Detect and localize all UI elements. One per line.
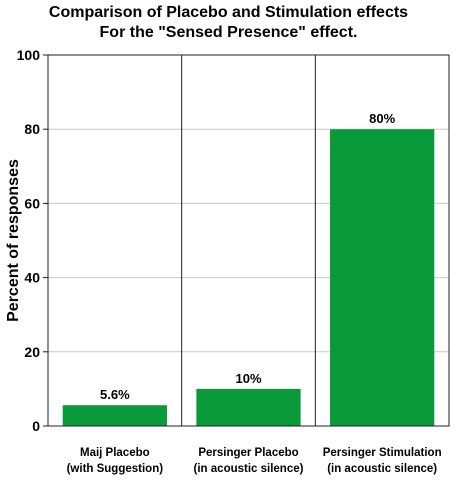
bar [62, 405, 167, 426]
x-category-label: (in acoustic silence) [327, 463, 437, 475]
x-category-label: (in acoustic silence) [194, 463, 304, 475]
y-tick-label: 100 [17, 47, 41, 63]
chart-title: Comparison of Placebo and Stimulation ef… [48, 4, 409, 21]
bar [196, 388, 301, 426]
x-category-label: Persinger Placebo [198, 447, 298, 459]
y-tick-label: 20 [24, 344, 40, 360]
y-tick-label: 0 [32, 418, 40, 434]
plot-border [47, 54, 450, 427]
y-tick-label: 80 [24, 121, 40, 137]
data-label: 5.6% [100, 387, 130, 402]
data-label: 80% [369, 111, 395, 126]
y-tick-label: 40 [24, 270, 40, 286]
y-axis-label: Percent of responses [5, 159, 22, 322]
y-tick-label: 60 [24, 195, 40, 211]
data-label: 10% [235, 371, 261, 386]
x-category-label: Persinger Stimulation [323, 447, 442, 459]
chart-subtitle: For the "Sensed Presence" effect. [99, 24, 358, 41]
x-category-label: (with Suggestion) [67, 463, 164, 475]
x-category-label: Maij Placebo [80, 447, 150, 459]
bar [330, 129, 435, 426]
